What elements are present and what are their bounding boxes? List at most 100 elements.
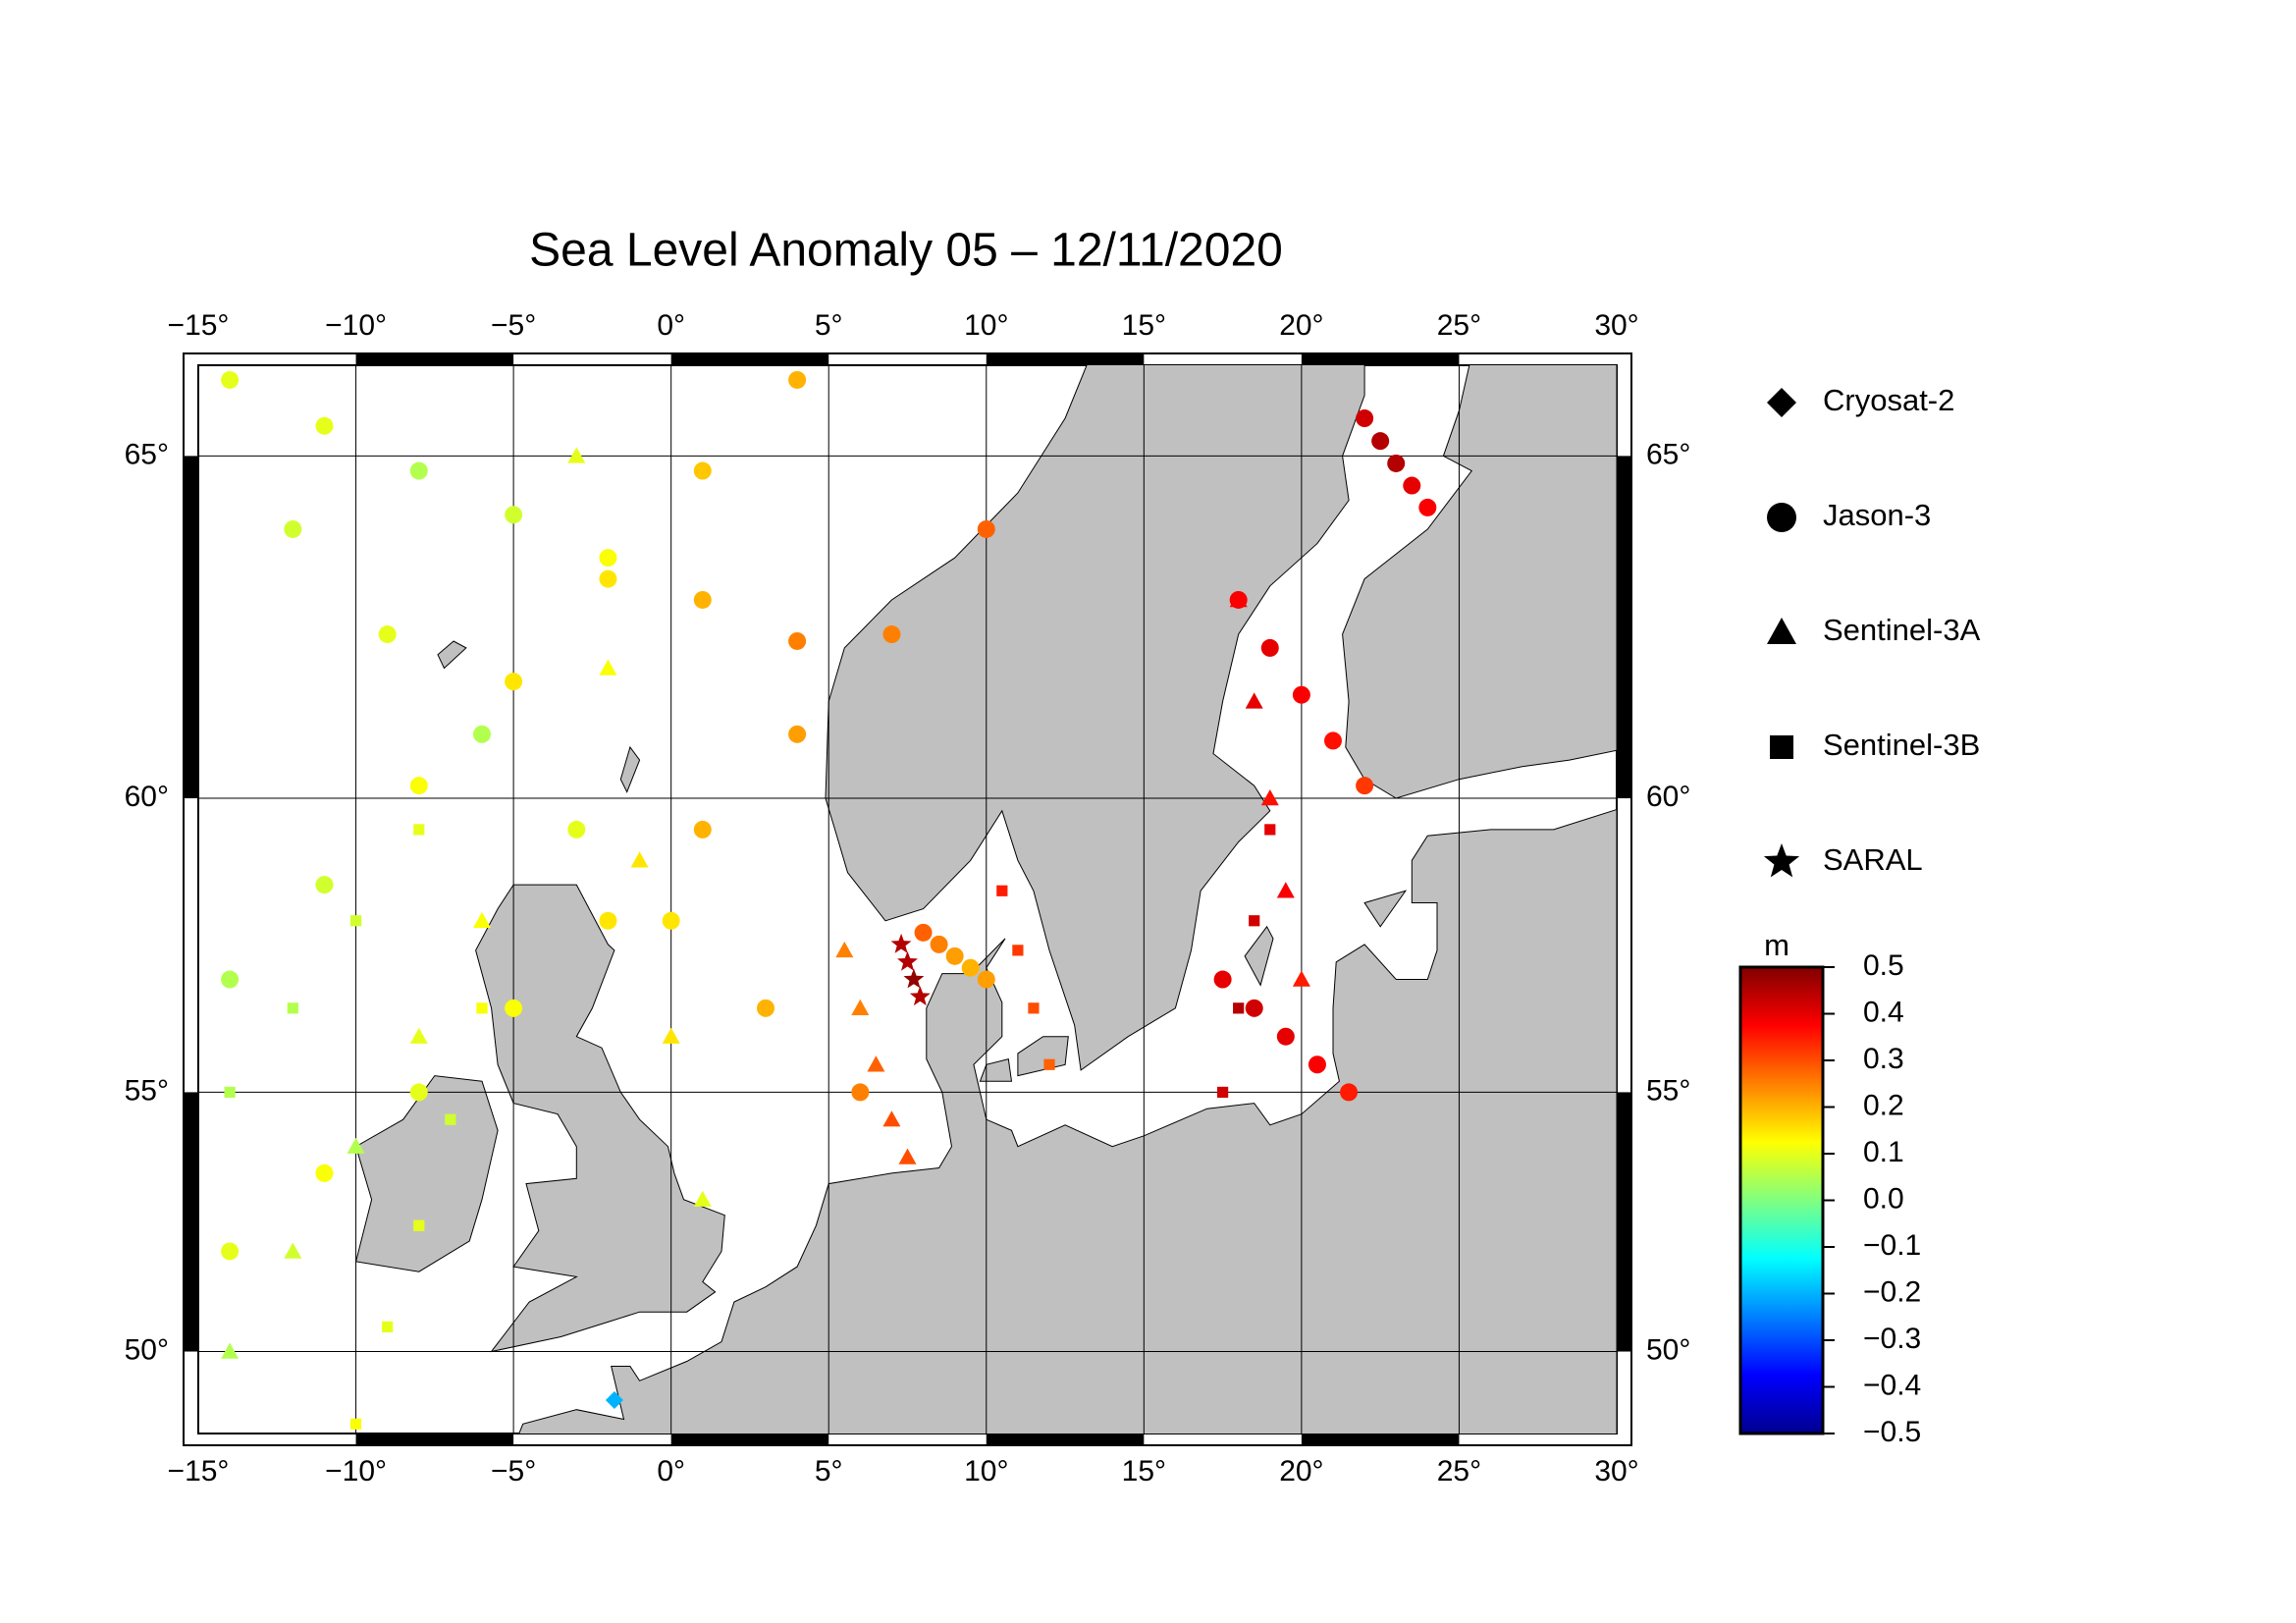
graticule bbox=[198, 365, 1617, 1434]
marker-circle bbox=[409, 461, 428, 480]
land-area bbox=[619, 745, 641, 793]
border-bar bbox=[1617, 456, 1631, 799]
border-bar bbox=[1617, 1092, 1631, 1352]
lat-tick-label: 65° bbox=[1646, 438, 1690, 470]
marker-circle bbox=[567, 820, 586, 839]
legend-label: Sentinel-3A bbox=[1823, 613, 1981, 647]
marker-circle bbox=[473, 725, 491, 743]
border-bar bbox=[355, 353, 514, 365]
marker-circle bbox=[977, 970, 995, 989]
marker-square bbox=[287, 1002, 298, 1014]
marker-triangle bbox=[1767, 618, 1796, 644]
marker-circle bbox=[757, 999, 774, 1017]
border-bar bbox=[184, 1092, 198, 1352]
legend-label: Sentinel-3B bbox=[1823, 728, 1980, 762]
marker-triangle bbox=[599, 659, 617, 676]
marker-circle bbox=[409, 777, 428, 795]
marker-triangle bbox=[347, 1137, 365, 1154]
marker-circle bbox=[1418, 498, 1437, 516]
marker-circle bbox=[693, 590, 712, 609]
lat-tick-label: 50° bbox=[1646, 1333, 1690, 1366]
land-area bbox=[1342, 365, 1617, 799]
marker-circle bbox=[945, 947, 964, 965]
marker-circle bbox=[1308, 1055, 1326, 1074]
marker-circle bbox=[221, 370, 240, 389]
border-bar bbox=[986, 1434, 1145, 1445]
marker-triangle bbox=[221, 1342, 240, 1359]
marker-triangle bbox=[1260, 789, 1279, 806]
border-bar bbox=[670, 1434, 829, 1445]
marker-star bbox=[903, 968, 925, 989]
marker-square bbox=[1249, 915, 1260, 927]
border-bar bbox=[670, 353, 829, 365]
border-bar bbox=[1301, 1434, 1460, 1445]
colorbar: m 0.5 0.4 0.3 0.2 0.1 0.0 −0.1 −0.2 −0.3 −0.4 −0.5 bbox=[1738, 928, 1921, 1448]
colorbar-tick-label: −0.5 bbox=[1863, 1416, 1921, 1448]
marker-circle bbox=[1292, 685, 1310, 704]
marker-circle bbox=[315, 416, 334, 435]
lat-tick-label: 60° bbox=[125, 781, 169, 813]
legend-label: Cryosat-2 bbox=[1823, 383, 1954, 417]
lat-tick-label: 55° bbox=[1646, 1074, 1690, 1107]
marker-triangle bbox=[662, 1027, 680, 1044]
lon-tick-label: 20° bbox=[1279, 1455, 1323, 1488]
colorbar-tick-label: −0.1 bbox=[1863, 1229, 1921, 1262]
marker-circle bbox=[977, 519, 995, 538]
marker-circle bbox=[1356, 777, 1374, 795]
marker-square bbox=[349, 1418, 362, 1430]
border-bar bbox=[1301, 353, 1460, 365]
marker-circle bbox=[1324, 731, 1342, 750]
marker-circle bbox=[1767, 503, 1796, 532]
marker-star bbox=[909, 986, 931, 1006]
marker-circle bbox=[315, 876, 334, 894]
land-area bbox=[475, 884, 725, 1353]
marker-circle bbox=[1371, 432, 1390, 451]
marker-triangle bbox=[1292, 970, 1310, 987]
lat-tick-label: 60° bbox=[1646, 781, 1690, 813]
border-bar bbox=[986, 353, 1145, 365]
marker-square bbox=[1217, 1086, 1229, 1099]
marker-triangle bbox=[835, 941, 854, 958]
marker-circle bbox=[1387, 454, 1406, 472]
marker-circle bbox=[284, 519, 302, 538]
marker-circle bbox=[662, 911, 680, 930]
marker-triangle bbox=[409, 1027, 428, 1044]
marker-triangle bbox=[473, 911, 491, 928]
marker-circle bbox=[788, 631, 807, 650]
border-bar bbox=[355, 1434, 514, 1445]
lon-tick-label: 0° bbox=[657, 1455, 685, 1488]
colorbar-tick-label: 0.1 bbox=[1863, 1136, 1904, 1168]
colorbar-tick-label: 0.0 bbox=[1863, 1182, 1904, 1215]
lon-tick-label: −15° bbox=[168, 1455, 230, 1488]
lon-tick-label: 15° bbox=[1122, 1455, 1166, 1488]
marker-square bbox=[1012, 945, 1024, 956]
marker-circle bbox=[221, 970, 240, 989]
lon-tick-label: 0° bbox=[657, 309, 685, 342]
lon-tick-label: 25° bbox=[1437, 1455, 1481, 1488]
marker-square bbox=[1043, 1058, 1055, 1070]
marker-triangle bbox=[1245, 692, 1263, 709]
land-area bbox=[1244, 925, 1274, 987]
lon-tick-label: −10° bbox=[325, 309, 387, 342]
marker-circle bbox=[788, 370, 807, 389]
marker-circle bbox=[599, 911, 617, 930]
land bbox=[354, 365, 1617, 1434]
lon-tick-label: 20° bbox=[1279, 309, 1323, 342]
marker-circle bbox=[882, 625, 901, 644]
marker-circle bbox=[1356, 409, 1374, 428]
marker-circle bbox=[1245, 999, 1263, 1017]
marker-square bbox=[413, 1219, 425, 1231]
marker-triangle bbox=[882, 1110, 901, 1127]
marker-circle bbox=[1403, 476, 1421, 495]
land-area bbox=[437, 640, 467, 670]
land-area bbox=[1363, 890, 1408, 928]
marker-triangle bbox=[1276, 882, 1295, 898]
land-area bbox=[1017, 1036, 1069, 1077]
marker-triangle bbox=[898, 1148, 917, 1164]
lon-tick-label: 5° bbox=[815, 309, 843, 342]
land-area bbox=[979, 1057, 1013, 1082]
marker-circle bbox=[599, 569, 617, 588]
marker-triangle bbox=[567, 447, 586, 463]
colorbar-tick-label: 0.3 bbox=[1863, 1043, 1904, 1075]
marker-star bbox=[890, 933, 912, 953]
